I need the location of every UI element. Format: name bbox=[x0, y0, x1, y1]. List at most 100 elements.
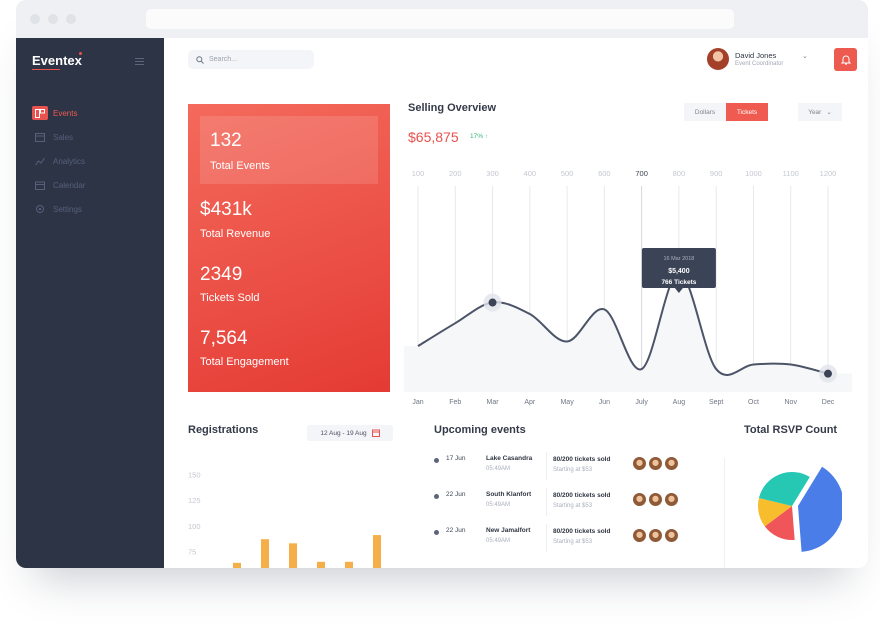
x-axis-tick: Mar bbox=[487, 399, 500, 406]
stats-card: 132 Total Events $431k Total Revenue 234… bbox=[188, 104, 390, 392]
sidebar-item-analytics[interactable]: Analytics bbox=[32, 152, 152, 170]
x-axis-tick: Dec bbox=[822, 399, 835, 406]
menu-toggle-icon[interactable] bbox=[135, 58, 144, 67]
sidebar-item-events[interactable]: Events bbox=[32, 104, 152, 122]
sidebar-item-label: Settings bbox=[53, 204, 82, 214]
avatar bbox=[632, 492, 647, 507]
bar bbox=[233, 562, 241, 568]
sidebar-item-sales[interactable]: Sales bbox=[32, 128, 152, 146]
calendar-icon bbox=[32, 178, 48, 192]
brand-logo: Eventex bbox=[32, 53, 82, 68]
browser-chrome bbox=[16, 0, 868, 38]
avatar bbox=[648, 492, 663, 507]
sidebar-item-label: Analytics bbox=[53, 156, 86, 166]
x-axis-tick: Apr bbox=[524, 399, 536, 406]
sales-icon bbox=[32, 130, 48, 144]
avatar bbox=[664, 456, 679, 471]
top-axis-tick: 1100 bbox=[783, 169, 799, 178]
window-minimize-dot[interactable] bbox=[48, 14, 58, 24]
avatar bbox=[648, 456, 663, 471]
year-dropdown-label: Year bbox=[808, 108, 822, 116]
top-axis-tick: 800 bbox=[673, 169, 686, 178]
bar bbox=[317, 561, 325, 568]
registrations-date-picker[interactable]: 12 Aug - 19 Aug bbox=[307, 425, 393, 441]
divider bbox=[546, 524, 547, 552]
stat-value-engagement: 7,564 bbox=[200, 328, 248, 349]
event-bullet bbox=[434, 458, 439, 463]
notifications-button[interactable] bbox=[834, 48, 857, 71]
x-axis-tick: Jan bbox=[412, 399, 423, 406]
event-time: 05:49AM bbox=[486, 502, 511, 508]
avatar[interactable] bbox=[707, 48, 729, 70]
pie-slice bbox=[764, 506, 795, 540]
data-point bbox=[824, 369, 832, 378]
event-date: 22 Jun bbox=[446, 491, 466, 498]
bar bbox=[261, 539, 269, 568]
selling-amount: $65,875 bbox=[408, 129, 459, 145]
sidebar-item-label: Sales bbox=[53, 132, 74, 142]
attendee-avatars bbox=[632, 528, 680, 543]
address-bar[interactable] bbox=[146, 9, 734, 29]
rsvp-title: Total RSVP Count bbox=[744, 424, 838, 436]
event-name: New Jamalfort bbox=[486, 527, 531, 534]
chart-tooltip bbox=[641, 248, 716, 288]
stat-value-events: 132 bbox=[210, 130, 242, 151]
settings-icon bbox=[32, 202, 48, 216]
event-bullet bbox=[434, 530, 439, 535]
top-axis-tick: 1000 bbox=[745, 169, 762, 178]
window-maximize-dot[interactable] bbox=[66, 14, 76, 24]
tickets-toggle[interactable]: Tickets bbox=[726, 103, 768, 121]
top-axis-tick: 200 bbox=[449, 169, 462, 178]
avatar bbox=[632, 456, 647, 471]
brand-dot bbox=[79, 52, 82, 55]
sidebar-item-label: Events bbox=[53, 108, 78, 118]
x-axis-tick: May bbox=[560, 399, 574, 406]
user-name[interactable]: David Jones bbox=[735, 51, 777, 60]
list-item[interactable]: 22 Jun South Klanfort 05:49AM 80/200 ticket… bbox=[434, 488, 684, 522]
calendar-icon bbox=[371, 429, 380, 437]
rsvp-pie-chart bbox=[758, 466, 842, 552]
pie-slice bbox=[758, 472, 810, 506]
x-axis-tick: July bbox=[635, 399, 648, 406]
main-content: Search... David Jones Event Coordinator … bbox=[164, 38, 868, 568]
data-point bbox=[488, 298, 497, 307]
event-date: 17 Jun bbox=[446, 455, 466, 462]
upcoming-events-title: Upcoming events bbox=[434, 424, 526, 436]
date-range-label: 12 Aug - 19 Aug bbox=[320, 429, 367, 437]
x-axis-tick: Feb bbox=[449, 399, 461, 406]
divider bbox=[546, 488, 547, 516]
list-item[interactable]: 17 Jun Lake Casandra 05:49AM 80/200 tickets… bbox=[434, 452, 684, 486]
registrations-title: Registrations bbox=[188, 424, 259, 436]
y-axis-tick: 150 bbox=[188, 470, 201, 479]
list-item[interactable]: 22 Jun New Jamalfort 05:49AM 80/200 tickets… bbox=[434, 524, 684, 558]
sidebar-item-settings[interactable]: Settings bbox=[32, 200, 152, 218]
line-area bbox=[404, 272, 852, 392]
divider bbox=[546, 452, 547, 480]
year-dropdown[interactable]: Year ⌄ bbox=[798, 103, 842, 121]
x-axis-tick: Sept bbox=[709, 399, 723, 406]
top-axis-tick: 900 bbox=[710, 169, 723, 178]
tooltip-count: 766 Tickets bbox=[661, 279, 696, 286]
brand-underline bbox=[32, 69, 60, 70]
stat-value-tickets: 2349 bbox=[200, 264, 243, 285]
chevron-down-icon[interactable]: ⌄ bbox=[802, 53, 808, 60]
sidebar: Eventex Events Sales Analytics Ca bbox=[16, 38, 164, 568]
dollars-toggle[interactable]: Dollars bbox=[684, 103, 726, 121]
stat-label-tickets: Tickets Sold bbox=[200, 292, 260, 304]
avatar bbox=[632, 528, 647, 543]
pie-slice bbox=[798, 466, 842, 552]
event-time: 05:49AM bbox=[486, 538, 511, 544]
x-axis-tick: Aug bbox=[673, 399, 686, 406]
search-input[interactable]: Search... bbox=[188, 50, 314, 69]
window-close-dot[interactable] bbox=[30, 14, 40, 24]
event-price: Starting at $53 bbox=[553, 503, 593, 509]
stat-label-revenue: Total Revenue bbox=[200, 228, 271, 240]
top-axis-tick: 400 bbox=[524, 169, 537, 178]
selling-line-chart[interactable]: 100 200 300 400 500 600 700 800 900 1000 1100 1200 J… bbox=[404, 160, 852, 410]
x-axis-tick: Oct bbox=[748, 399, 759, 406]
event-bullet bbox=[434, 494, 439, 499]
pie-slice bbox=[758, 498, 792, 527]
sidebar-item-calendar[interactable]: Calendar bbox=[32, 176, 152, 194]
events-icon bbox=[32, 106, 48, 120]
x-axis-tick: Nov bbox=[785, 399, 798, 406]
